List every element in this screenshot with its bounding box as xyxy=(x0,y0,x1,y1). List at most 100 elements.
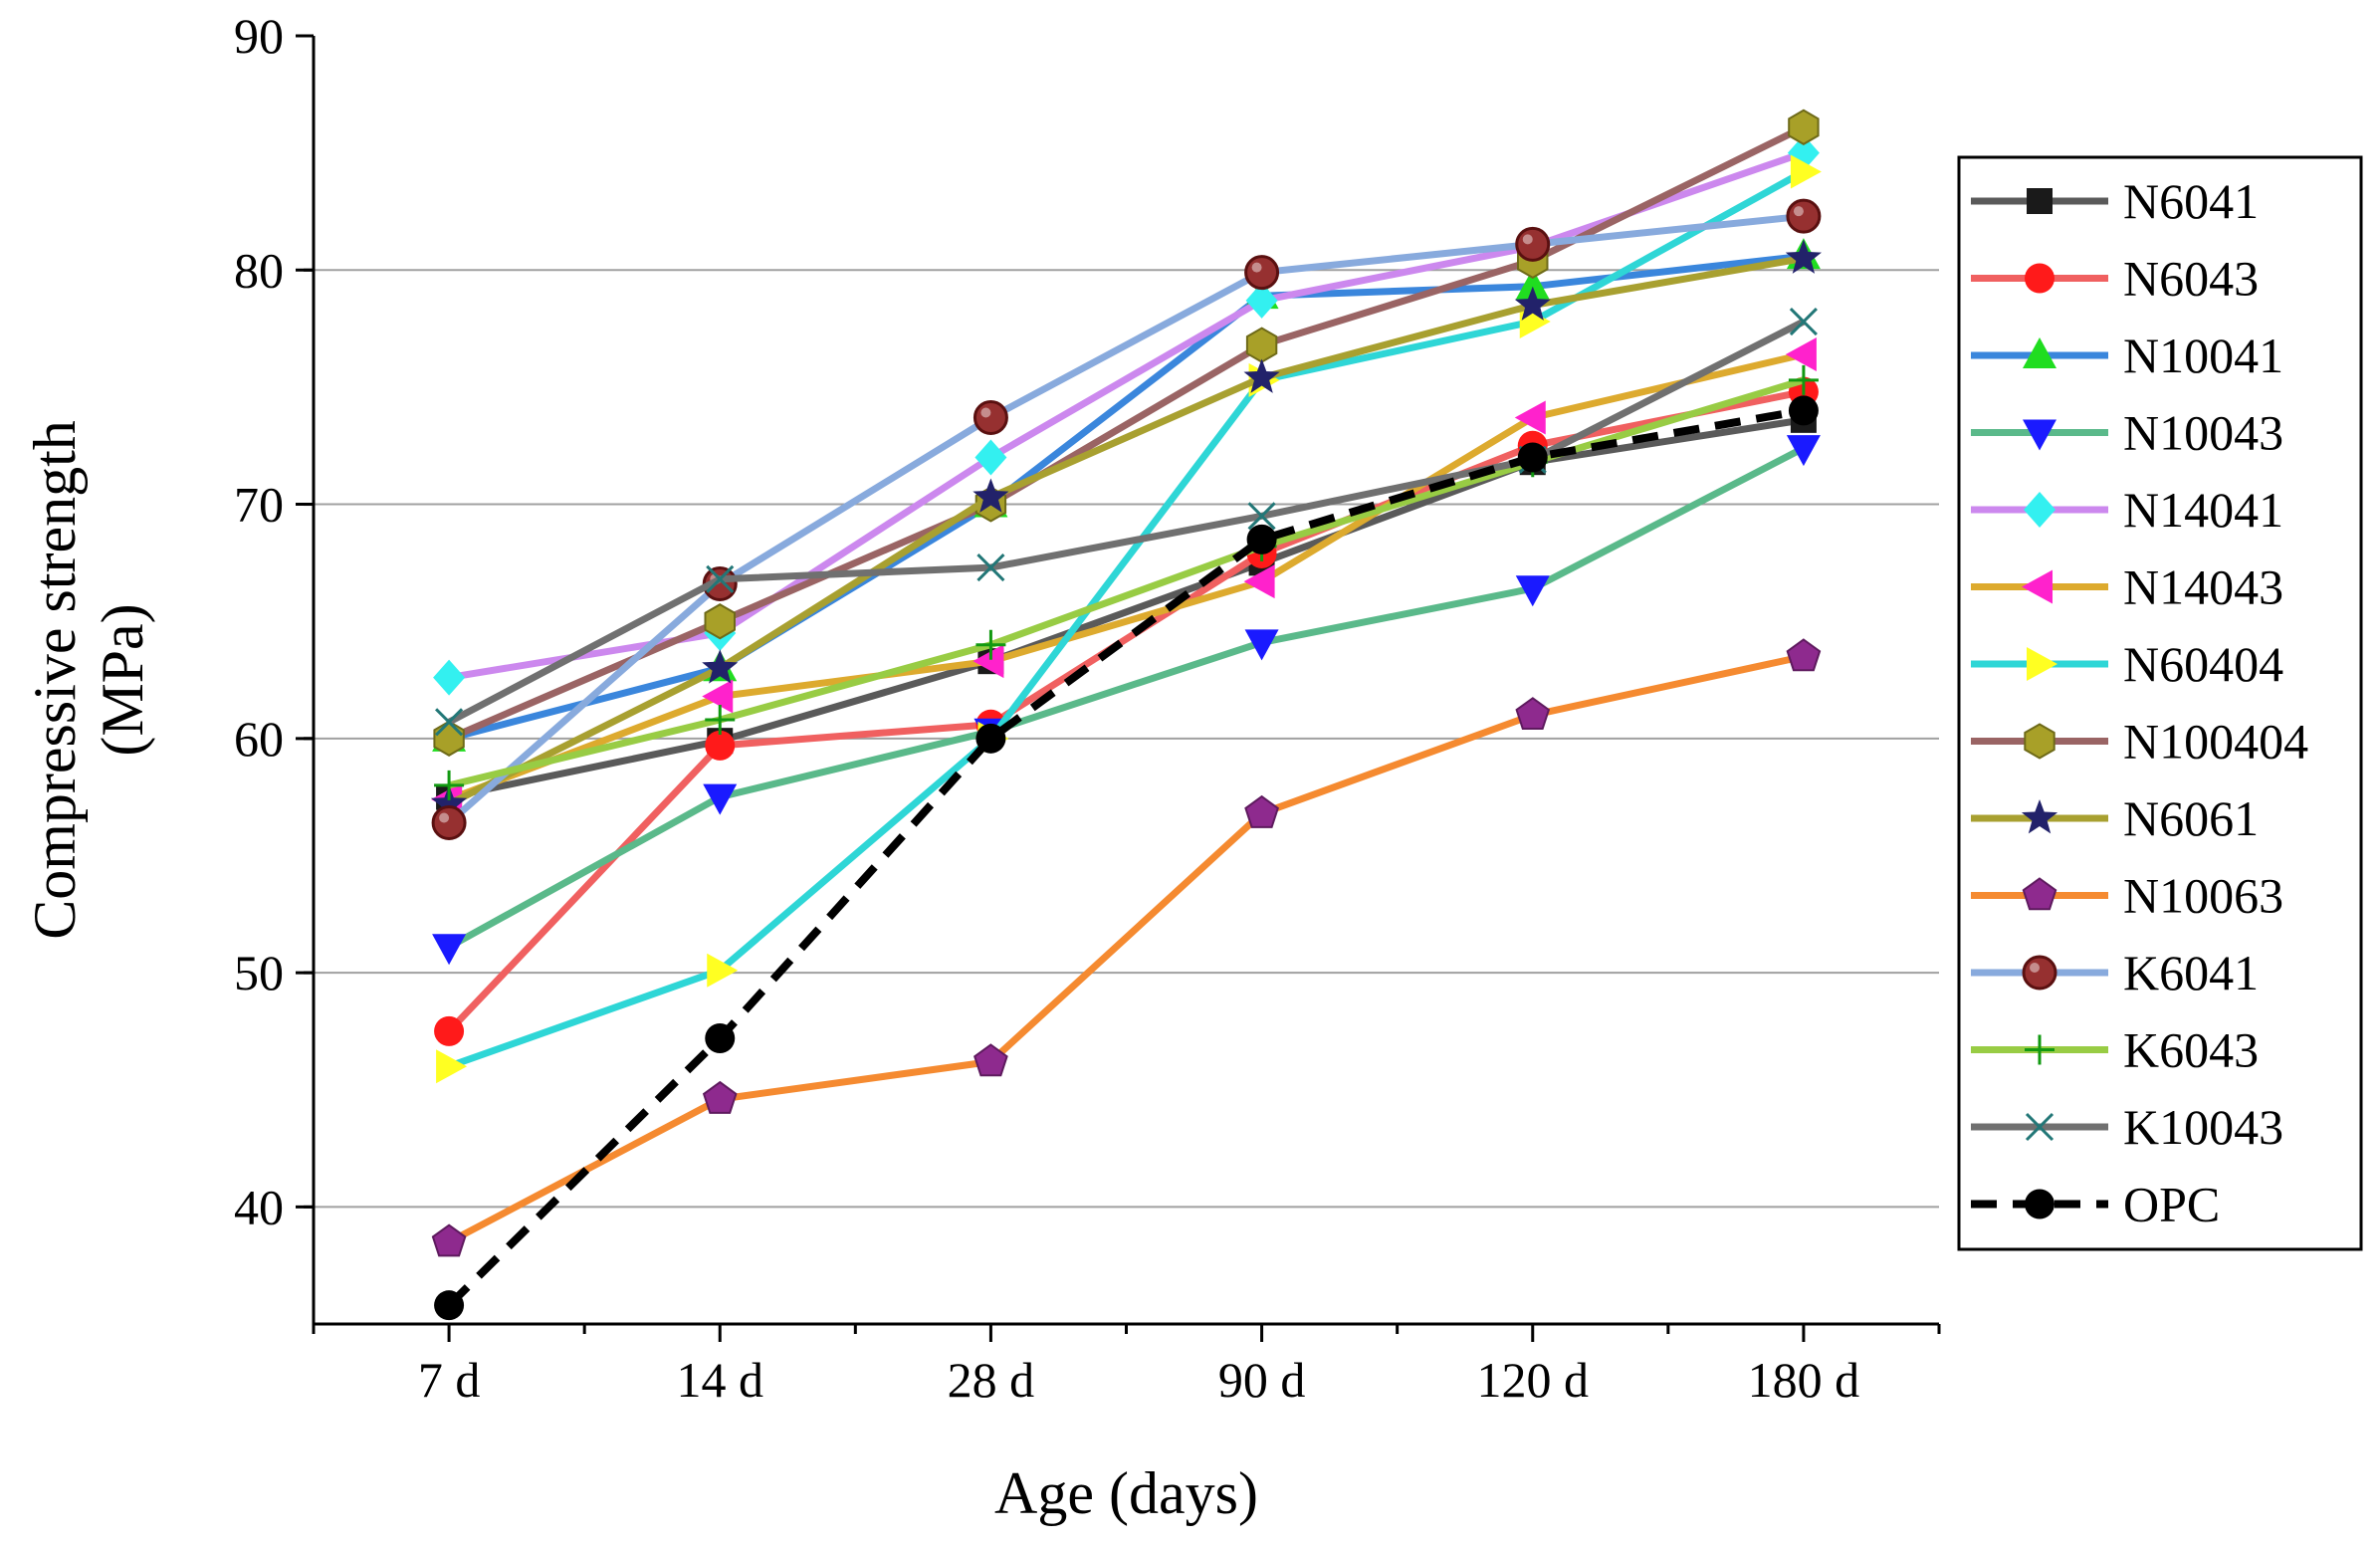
data-point-k10043 xyxy=(435,708,464,737)
data-point-k10043 xyxy=(976,553,1005,582)
data-point-k6041 xyxy=(431,805,467,841)
x-tick-label: 28 d xyxy=(948,1352,1035,1408)
series-line-n14043 xyxy=(447,350,1805,803)
data-point-opc xyxy=(975,723,1006,754)
y-tick-label: 40 xyxy=(234,1179,284,1234)
legend-label: N10043 xyxy=(2123,405,2283,461)
series-line-n10043 xyxy=(447,444,1806,951)
series-k6041 xyxy=(431,198,1822,841)
data-point-k6041 xyxy=(1786,198,1822,234)
series-n6041 xyxy=(436,406,1817,810)
series-line-n6041 xyxy=(448,416,1805,801)
data-point-n14041 xyxy=(974,439,1007,476)
legend-marker xyxy=(2022,955,2057,991)
data-point-n14043 xyxy=(1785,336,1817,371)
legend-marker xyxy=(2024,723,2055,760)
legend-entry-n60404: N60404 xyxy=(1971,636,2283,692)
series-line-n10063 xyxy=(447,653,1805,1245)
data-point-n10041 xyxy=(1515,268,1550,300)
legend-label: N14043 xyxy=(2123,559,2283,615)
series-line-n10041 xyxy=(448,252,1805,743)
series-n14043 xyxy=(431,336,1817,816)
series-line-k10043 xyxy=(447,318,1806,726)
data-point-k6043 xyxy=(1788,364,1819,395)
marker-highlight xyxy=(1251,262,1262,273)
data-point-n10063 xyxy=(1244,794,1279,828)
data-point-k6043 xyxy=(434,770,465,800)
legend-marker xyxy=(2025,1112,2055,1142)
data-point-n6061 xyxy=(431,784,468,820)
legend-marker xyxy=(2021,799,2058,834)
legend-marker xyxy=(2027,188,2053,214)
legend-label: N100404 xyxy=(2123,714,2308,770)
legend-marker xyxy=(2025,263,2055,294)
legend-entry-n10041: N10041 xyxy=(1971,328,2283,383)
data-point-opc xyxy=(1517,442,1548,473)
series-group xyxy=(431,109,1822,1321)
data-point-n14043 xyxy=(702,679,734,714)
data-point-n14043 xyxy=(1514,400,1546,435)
marker-highlight xyxy=(2030,963,2040,973)
y-axis-title: Compressive strength(MPa) xyxy=(22,420,155,940)
legend-label: K6043 xyxy=(2123,1022,2259,1078)
axes: 40 50 60 70 80 90 7 d 14 d 28 d 90 d 120 d 180 d Age… xyxy=(22,8,1941,1526)
legend-marker xyxy=(2025,1034,2055,1065)
legend-label: K10043 xyxy=(2123,1099,2283,1155)
legend-label: N10041 xyxy=(2123,328,2283,383)
legend-entry-n10063: N10063 xyxy=(1971,868,2283,924)
y-tick-label: 80 xyxy=(234,242,284,298)
legend-entry-n6043: N6043 xyxy=(1971,251,2259,307)
data-point-k6043 xyxy=(975,629,1006,660)
data-point-k6041 xyxy=(973,399,1008,435)
legend-entry-n6041: N6041 xyxy=(1971,173,2259,229)
data-point-n14041 xyxy=(433,659,466,696)
marker-highlight xyxy=(1793,206,1804,217)
marker-highlight xyxy=(1522,234,1533,245)
legend-entry-opc: OPC xyxy=(1971,1177,2220,1232)
legend-marker xyxy=(2022,569,2053,604)
series-line-k6041 xyxy=(446,212,1805,826)
data-point-n6061 xyxy=(973,478,1009,513)
y-tick-label: 50 xyxy=(234,945,284,1000)
series-n10043 xyxy=(432,435,1821,966)
y-axis-title-line: (MPa) xyxy=(90,603,155,756)
data-point-n14043 xyxy=(1243,564,1275,599)
data-point-n10063 xyxy=(1515,697,1551,730)
data-point-opc xyxy=(705,1022,736,1053)
legend: N6041 N6043 N10041 N10043 N14041 N14043 N60404… xyxy=(1957,155,2363,1251)
data-point-n10063 xyxy=(974,1043,1008,1077)
data-point-opc xyxy=(1246,524,1277,554)
legend-label: N10063 xyxy=(2123,868,2283,924)
legend-label: N6043 xyxy=(2123,251,2259,307)
data-point-n6061 xyxy=(1514,286,1551,321)
data-point-n10043 xyxy=(1244,629,1279,661)
data-point-n100404 xyxy=(1245,327,1278,363)
data-point-n100404 xyxy=(1788,109,1820,145)
data-point-opc xyxy=(1788,395,1819,426)
legend-marker xyxy=(2027,647,2057,681)
series-opc xyxy=(434,395,1819,1321)
data-point-k10043 xyxy=(706,564,735,593)
data-point-n60404 xyxy=(436,1049,468,1084)
series-line-k6043 xyxy=(448,376,1805,789)
series-line-n6061 xyxy=(447,255,1805,807)
legend-label: N6061 xyxy=(2123,790,2259,846)
data-point-n6061 xyxy=(1785,239,1822,274)
x-tick-label: 14 d xyxy=(677,1352,764,1408)
data-point-k6041 xyxy=(1515,226,1551,262)
data-point-k10043 xyxy=(1247,502,1276,531)
legend-marker xyxy=(2023,419,2056,451)
legend-entry-k10043: K10043 xyxy=(1971,1099,2283,1155)
series-n10041 xyxy=(432,238,1821,752)
y-tick-label: 70 xyxy=(234,477,284,533)
x-tick-label: 7 d xyxy=(418,1352,481,1408)
legend-entry-n14041: N14041 xyxy=(1971,482,2283,538)
data-point-n10043 xyxy=(1515,575,1550,607)
legend-entry-n6061: N6061 xyxy=(1971,790,2259,846)
legend-entry-k6041: K6041 xyxy=(1971,945,2259,1000)
series-n6043 xyxy=(434,376,1819,1046)
data-point-n10043 xyxy=(703,783,738,815)
data-point-n6043 xyxy=(434,1015,465,1046)
legend-label: K6041 xyxy=(2123,945,2259,1000)
